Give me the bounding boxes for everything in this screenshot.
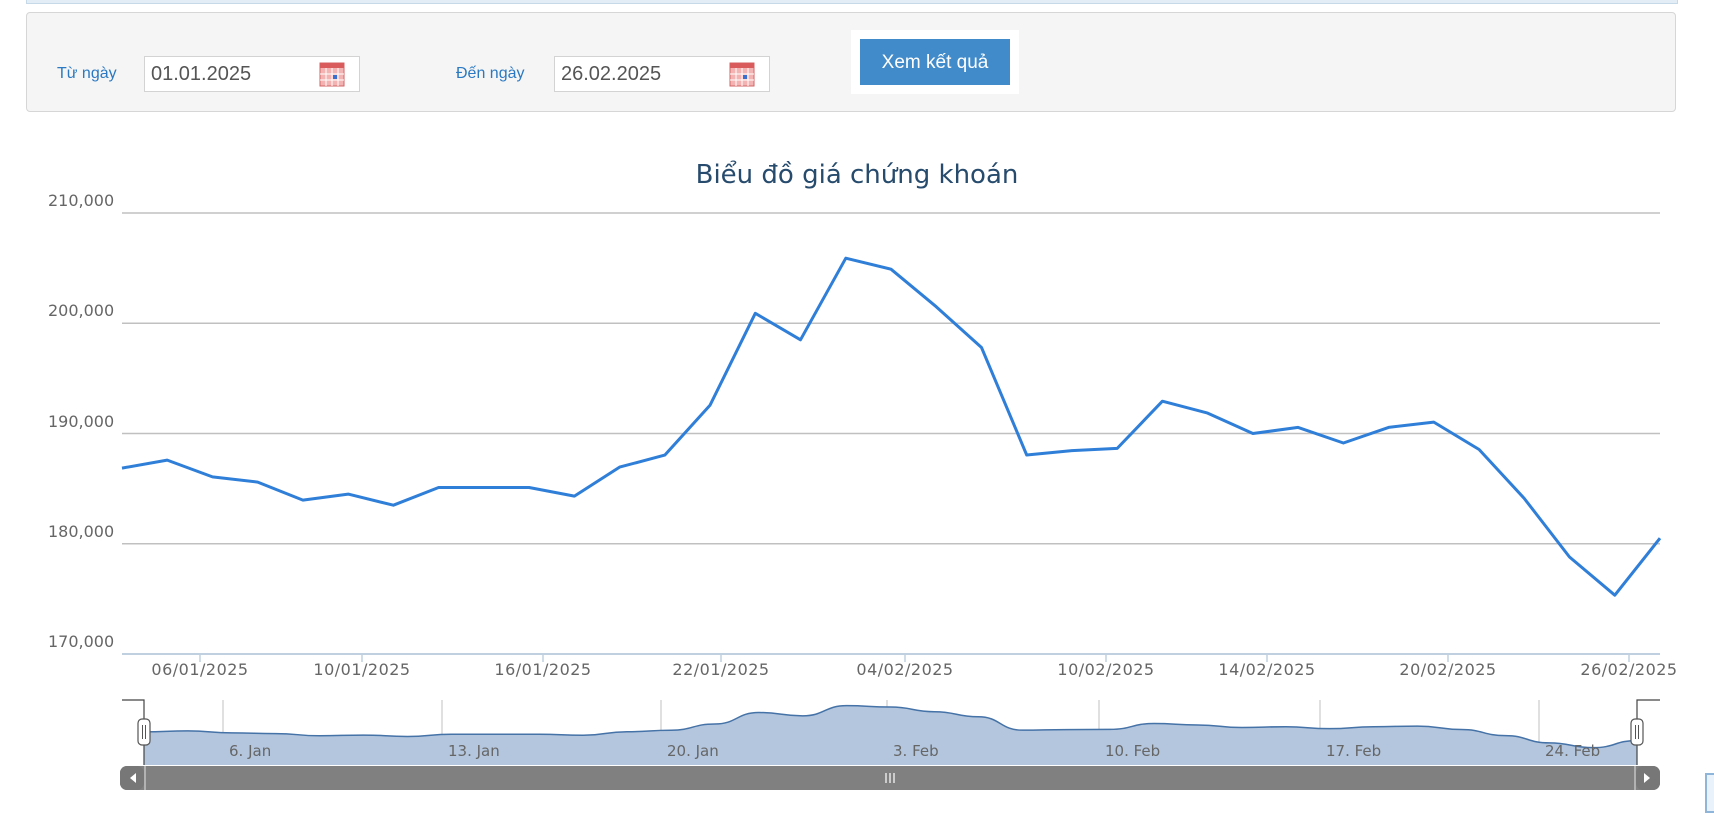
navigator-label: 13. Jan — [448, 742, 500, 760]
navigator[interactable] — [122, 699, 1660, 765]
navigator-right-handle[interactable] — [1630, 718, 1644, 746]
x-axis-label: 10/01/2025 — [313, 660, 411, 679]
to-date-value: 26.02.2025 — [561, 63, 662, 85]
y-axis-label: 190,000 — [48, 411, 115, 431]
scroll-right-button[interactable] — [1636, 766, 1660, 790]
calendar-icon[interactable] — [729, 62, 755, 87]
x-axis-label: 04/02/2025 — [856, 660, 954, 679]
submit-button-wrapper: Xem kết quả — [851, 30, 1019, 94]
x-axis-label: 20/02/2025 — [1399, 660, 1497, 679]
x-axis — [122, 653, 1660, 662]
y-axis-label: 170,000 — [48, 632, 115, 651]
navigator-area — [144, 705, 1637, 765]
scrollbar[interactable] — [120, 766, 1660, 790]
navigator-label: 6. Jan — [229, 742, 272, 760]
y-axis-label: 180,000 — [48, 521, 115, 541]
scrollbar-grip-icon[interactable] — [885, 773, 895, 783]
y-axis-label: 210,000 — [48, 191, 115, 210]
scroll-left-button[interactable] — [120, 766, 144, 790]
arrow-left-icon — [130, 773, 136, 783]
x-axis-label: 16/01/2025 — [494, 660, 592, 679]
x-axis-label: 26/02/2025 — [1580, 660, 1678, 679]
view-results-button[interactable]: Xem kết quả — [860, 39, 1010, 85]
x-axis-label: 06/01/2025 — [151, 660, 249, 679]
navigator-label: 24. Feb — [1545, 742, 1601, 760]
x-axis-label: 10/02/2025 — [1057, 660, 1155, 679]
price-line[interactable] — [121, 256, 1662, 597]
navigator-label: 10. Feb — [1105, 742, 1161, 760]
from-date-value: 01.01.2025 — [151, 63, 252, 85]
navigator-label: 20. Jan — [667, 742, 719, 760]
calendar-icon[interactable] — [319, 62, 345, 87]
from-date-label: Từ ngày — [57, 65, 117, 82]
from-date-input[interactable]: 01.01.2025 — [144, 56, 360, 92]
to-date-input[interactable]: 26.02.2025 — [554, 56, 770, 92]
navigator-left-handle[interactable] — [137, 718, 151, 746]
date-filter-panel: Từ ngày 01.01.2025 Đến ngày 26.02.2025 X… — [26, 12, 1676, 112]
navigator-line — [143, 704, 1638, 749]
to-date-label: Đến ngày — [456, 65, 525, 82]
y-axis-label: 200,000 — [48, 301, 115, 321]
y-gridlines — [122, 212, 1660, 545]
x-axis-label: 22/01/2025 — [672, 660, 770, 679]
corner-widget[interactable] — [1705, 773, 1714, 813]
chart-title: Biểu đồ giá chứng khoán — [695, 160, 1019, 190]
navigator-label: 3. Feb — [893, 742, 939, 760]
arrow-right-icon — [1644, 773, 1650, 783]
top-strip — [26, 0, 1678, 4]
x-axis-label: 14/02/2025 — [1218, 660, 1316, 679]
navigator-label: 17. Feb — [1326, 742, 1382, 760]
